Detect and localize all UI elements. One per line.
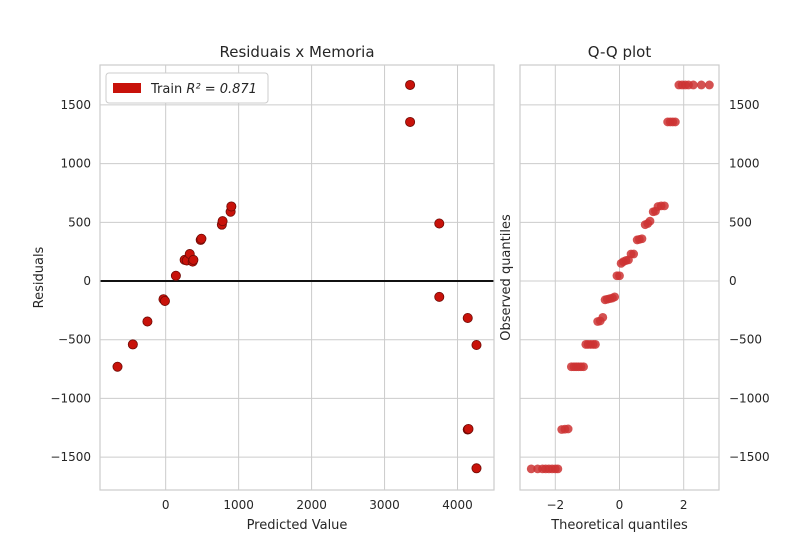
data-point [670, 117, 680, 127]
data-point [629, 249, 639, 259]
x-tick-label: 4000 [442, 498, 473, 512]
data-point [579, 362, 588, 372]
residuals-grid [100, 65, 494, 490]
y-tick-label: 1000 [729, 157, 760, 171]
data-point [563, 424, 573, 434]
y-tick-label: 500 [729, 215, 752, 229]
qq-y-ticks: −1500 −1000 −500 0 500 1000 1500 [729, 98, 770, 464]
data-point [591, 340, 600, 349]
qq-points [526, 80, 714, 474]
data-point [462, 313, 473, 324]
legend-swatch [113, 83, 141, 93]
residuals-panel: 0 1000 2000 3000 4000 −1500 −1000 −500 0 500 1000… [32, 43, 495, 533]
x-tick-label: 0 [616, 498, 624, 512]
y-tick-label: −500 [58, 333, 91, 347]
x-tick-label: 2000 [296, 498, 327, 512]
legend-label: Train R² = 0.871 [150, 82, 257, 97]
data-point [615, 271, 624, 281]
data-point [610, 292, 620, 302]
data-point [598, 313, 608, 322]
y-tick-label: −1000 [729, 391, 770, 405]
data-point [645, 216, 655, 226]
data-point [405, 79, 416, 90]
data-point [434, 291, 445, 302]
data-point [704, 80, 714, 90]
data-point [405, 116, 416, 127]
data-point [196, 233, 207, 244]
residuals-points [112, 79, 482, 474]
data-point [217, 216, 228, 227]
data-point [159, 295, 170, 306]
qq-plot-frame [519, 64, 720, 491]
y-tick-label: 1500 [60, 98, 91, 112]
data-point [226, 201, 237, 212]
qq-x-ticks: −2 0 2 [546, 498, 687, 512]
qq-x-axis-label: Theoretical quantiles [550, 518, 688, 533]
y-tick-label: 1500 [729, 98, 760, 112]
y-tick-label: 0 [729, 274, 737, 288]
residuals-plot-frame [99, 64, 495, 491]
data-point [188, 254, 199, 265]
data-point [688, 80, 698, 90]
residuals-x-axis-label: Predicted Value [247, 518, 348, 533]
data-point [170, 270, 181, 281]
y-tick-label: 1000 [60, 157, 91, 171]
residuals-y-ticks: −1500 −1000 −500 0 500 1000 1500 [50, 98, 91, 464]
x-tick-label: 2 [680, 498, 688, 512]
data-point [660, 201, 669, 211]
residuals-y-axis-label: Residuals [32, 246, 47, 308]
x-tick-label: −2 [546, 498, 564, 512]
y-tick-label: −1000 [50, 391, 91, 405]
legend-label-math: R² = 0.871 [186, 82, 257, 97]
data-point [142, 316, 153, 327]
y-tick-label: −1500 [50, 450, 91, 464]
data-point [553, 464, 563, 474]
x-tick-label: 3000 [369, 498, 400, 512]
y-tick-label: 500 [68, 215, 91, 229]
data-point [434, 218, 445, 229]
data-point [112, 361, 123, 372]
residuals-x-ticks: 0 1000 2000 3000 4000 [162, 498, 473, 512]
qq-chart-title: Q-Q plot [588, 43, 652, 61]
legend-label-prefix: Train [150, 82, 186, 97]
legend: Train R² = 0.871 [105, 72, 269, 104]
residuals-chart-title: Residuais x Memoria [219, 43, 374, 61]
x-tick-label: 1000 [223, 498, 254, 512]
data-point [696, 80, 706, 90]
y-tick-label: 0 [83, 274, 91, 288]
data-point [463, 423, 474, 434]
data-point [471, 340, 482, 351]
data-point [127, 339, 138, 350]
data-point [471, 463, 482, 474]
x-tick-label: 0 [162, 498, 170, 512]
data-point [526, 464, 536, 474]
legend-box [105, 72, 269, 104]
y-tick-label: −1500 [729, 450, 770, 464]
data-point [637, 234, 647, 244]
qq-panel: −2 0 2 −1500 −1000 −500 0 500 1000 1500 Q-Q plot… [499, 43, 770, 533]
qq-y-axis-label: Observed quantiles [499, 214, 514, 341]
y-tick-label: −500 [729, 333, 762, 347]
